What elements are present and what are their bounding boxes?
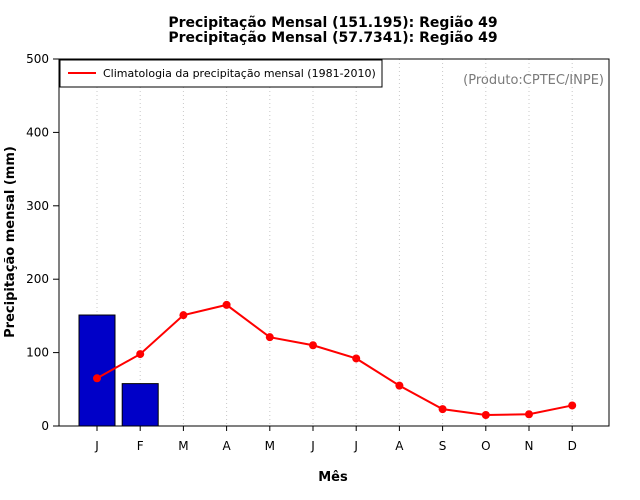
legend: Climatologia da precipitação mensal (198… — [59, 59, 383, 88]
climatology-point-1 — [136, 350, 145, 359]
x-tick-label: J — [310, 439, 315, 453]
x-axis-label: Mês — [318, 470, 348, 485]
y-tick-label: 0 — [41, 419, 49, 433]
legend-box — [59, 59, 383, 88]
climatology-point-3 — [222, 300, 231, 309]
x-tick-label: M — [178, 439, 188, 453]
y-tick-label: 300 — [26, 199, 49, 213]
climatology-point-5 — [309, 341, 317, 350]
x-tick-label: A — [395, 439, 404, 453]
y-axis-label: Precipitação mensal (mm) — [3, 146, 18, 338]
climatology-point-7 — [395, 381, 404, 390]
bar-1 — [121, 383, 159, 427]
y-tick-label: 400 — [26, 125, 49, 139]
climatology-point-4 — [265, 333, 274, 342]
x-tick-label: D — [568, 439, 577, 453]
y-tick-label: 100 — [26, 346, 49, 360]
climatology-point-2 — [179, 311, 188, 320]
y-tick-label: 200 — [26, 272, 49, 286]
x-tick-label: F — [137, 439, 144, 453]
source-annotation: (Produto:CPTEC/INPE) — [463, 73, 604, 88]
climatology-point-0 — [93, 374, 101, 383]
x-tick-label: S — [439, 439, 447, 453]
chart-title-line-1: Precipitação Mensal (151.195): Região 49 — [168, 15, 497, 31]
x-tick-label: A — [222, 439, 231, 453]
legend-entry-climatology: Climatologia da precipitação mensal (198… — [103, 67, 376, 80]
x-tick-label: O — [481, 439, 490, 453]
x-tick-label: N — [525, 439, 534, 453]
climatology-point-6 — [352, 354, 361, 363]
climatology-line — [96, 303, 573, 416]
climatology-point-10 — [525, 410, 533, 419]
x-tick-label: J — [94, 439, 99, 453]
x-tick-label: M — [265, 439, 275, 453]
plot-frame — [58, 58, 610, 427]
x-tick-label: J — [353, 439, 358, 453]
y-tick-label: 500 — [26, 52, 49, 66]
chart-title-line-2: Precipitação Mensal (57.7341): Região 49 — [168, 30, 497, 46]
climatology-point-8 — [438, 405, 447, 414]
climatology-point-11 — [568, 401, 577, 410]
climatology-point-9 — [481, 410, 490, 419]
